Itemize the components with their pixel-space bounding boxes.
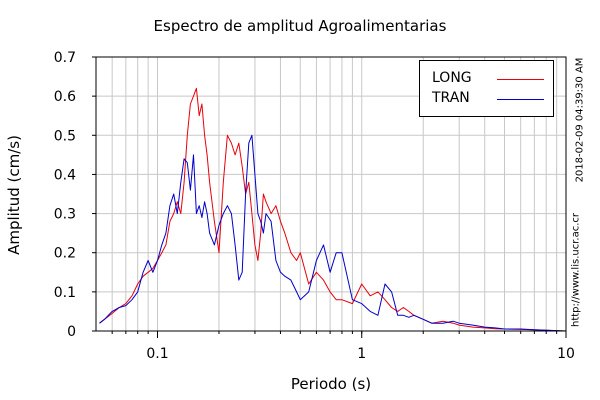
chart-title: Espectro de amplitud Agroalimentarias: [153, 17, 447, 35]
x-tick-label: 10: [557, 346, 575, 362]
axis-ticks: 0 0.1 0.2 0.3 0.4 0.5 0.6 0.7 0.1 1 10: [54, 50, 575, 362]
legend-item-tran: TRAN: [420, 88, 555, 108]
series-lines: [99, 87, 567, 332]
y-tick-label: 0.7: [54, 50, 76, 66]
x-axis-label: Periodo (s): [290, 375, 372, 393]
timestamp-label: 2018-02-09 04:39:30 AM: [574, 57, 586, 183]
legend-item-long: LONG: [420, 68, 555, 88]
source-url-label: http://www.lis.ucr.ac.cr: [570, 213, 582, 327]
series-line-tran: [99, 134, 567, 332]
y-tick-label: 0.6: [54, 89, 76, 105]
plot-frame: [95, 56, 567, 332]
chart-legend: LONG TRAN: [419, 60, 554, 117]
legend-swatch-long: [497, 79, 544, 80]
legend-label-tran: TRAN: [432, 90, 470, 106]
y-tick-label: 0.2: [54, 246, 76, 262]
y-tick-label: 0.3: [54, 207, 76, 223]
x-tick-label: 0.1: [146, 346, 168, 362]
x-tick-label: 1: [357, 346, 366, 362]
y-tick-label: 0: [67, 324, 76, 340]
legend-swatch-tran: [497, 99, 544, 100]
legend-label-long: LONG: [432, 70, 472, 86]
y-tick-label: 0.4: [54, 167, 76, 183]
grid-lines: [96, 57, 566, 331]
y-tick-label: 0.1: [54, 285, 76, 301]
y-tick-label: 0.5: [54, 128, 76, 144]
y-axis-label: Amplitud (cm/s): [5, 135, 23, 255]
